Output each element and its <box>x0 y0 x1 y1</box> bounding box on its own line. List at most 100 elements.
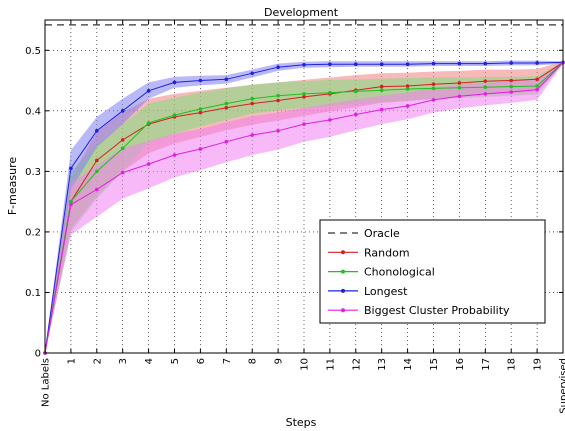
data-point <box>250 101 254 106</box>
data-point <box>354 112 358 117</box>
data-point <box>172 113 177 117</box>
data-point <box>379 84 384 89</box>
x-tick-label: 19 <box>533 358 544 371</box>
data-point <box>405 84 410 88</box>
x-tick-label: 2 <box>92 358 103 364</box>
data-point <box>509 84 513 89</box>
x-tick-label: 3 <box>118 358 129 364</box>
legend-label: Biggest Cluster Probability <box>364 304 510 317</box>
data-point <box>302 122 306 126</box>
x-tick-label: 11 <box>325 358 336 371</box>
data-point <box>483 92 488 96</box>
data-point <box>198 78 203 83</box>
data-point <box>146 162 151 166</box>
legend-label: Longest <box>364 285 408 298</box>
x-tick-label: 15 <box>429 358 440 371</box>
data-point <box>250 133 254 137</box>
data-point <box>431 61 436 66</box>
data-point <box>224 139 229 144</box>
data-point <box>535 77 539 82</box>
data-point <box>198 107 203 111</box>
data-point <box>509 61 513 65</box>
y-tick-label: 0.2 <box>25 227 41 238</box>
x-axis-title: Steps <box>286 416 317 429</box>
axis-ticks: 00.10.20.30.40.5No Labels 1 2 3 4 5 6 7 8 9 10 11 12… <box>25 20 565 414</box>
data-point <box>250 71 254 76</box>
data-point <box>172 80 177 85</box>
legend-label: Chonological <box>364 266 435 279</box>
data-point <box>457 94 462 99</box>
data-point <box>276 93 280 98</box>
data-point <box>354 89 358 94</box>
y-tick-label: 0.4 <box>25 106 41 117</box>
y-tick-label: 0 <box>35 349 41 360</box>
data-point <box>431 86 436 91</box>
legend-marker <box>341 288 345 293</box>
legend: Oracle Random Chonological Longest Biggest C… <box>319 219 546 324</box>
x-tick-label: 5 <box>170 358 181 364</box>
data-point <box>276 98 280 103</box>
data-point <box>250 96 254 101</box>
x-tick-label: 10 <box>300 358 311 371</box>
data-point <box>69 202 73 207</box>
data-point <box>328 90 332 95</box>
data-point <box>172 153 177 157</box>
data-point <box>224 101 229 106</box>
x-tick-label: 18 <box>507 358 518 371</box>
data-point <box>483 79 488 83</box>
data-point <box>535 61 539 65</box>
data-point <box>457 81 462 85</box>
x-tick-label: 6 <box>196 358 207 364</box>
x-tick-label: 7 <box>222 358 233 364</box>
y-tick-label: 0.3 <box>25 167 41 178</box>
data-point <box>224 77 229 82</box>
data-point <box>302 95 306 99</box>
data-point <box>379 88 384 93</box>
data-point <box>535 84 539 88</box>
data-point <box>509 78 513 83</box>
data-point <box>120 170 125 175</box>
data-point <box>302 92 306 96</box>
data-point <box>328 62 332 66</box>
data-point <box>328 118 332 122</box>
y-axis-title: F-measure <box>6 157 19 216</box>
data-point <box>405 104 410 108</box>
data-point <box>483 85 488 90</box>
legend-marker <box>341 269 345 274</box>
data-point <box>509 90 513 94</box>
confidence-band-series-3 <box>45 61 563 353</box>
data-point <box>95 158 99 163</box>
legend-marker <box>341 250 345 255</box>
data-point <box>198 147 203 151</box>
x-tick-label: Supervised <box>559 358 565 414</box>
chart-title: Development <box>264 6 339 19</box>
data-point <box>483 61 488 66</box>
data-point <box>146 121 151 125</box>
data-point <box>95 128 99 133</box>
y-tick-label: 0.5 <box>25 46 41 57</box>
data-point <box>69 199 73 204</box>
data-point <box>146 89 151 93</box>
x-tick-label: 8 <box>248 358 259 364</box>
data-point <box>457 61 462 66</box>
data-point <box>379 107 384 112</box>
data-point <box>95 187 99 192</box>
data-point <box>535 87 539 92</box>
data-point <box>198 110 203 115</box>
x-tick-label: 13 <box>377 358 388 371</box>
data-point <box>405 87 410 91</box>
data-point <box>120 109 125 113</box>
legend-label: Random <box>364 246 410 259</box>
x-tick-label: 1 <box>66 358 77 364</box>
x-tick-label: 17 <box>481 358 492 371</box>
data-point <box>379 62 384 66</box>
x-tick-label: 4 <box>144 358 155 364</box>
x-tick-label: 9 <box>274 358 285 364</box>
legend-marker <box>341 308 345 313</box>
data-point <box>95 169 99 174</box>
data-point <box>457 86 462 90</box>
data-point <box>276 128 280 133</box>
x-tick-label: 14 <box>403 358 414 371</box>
